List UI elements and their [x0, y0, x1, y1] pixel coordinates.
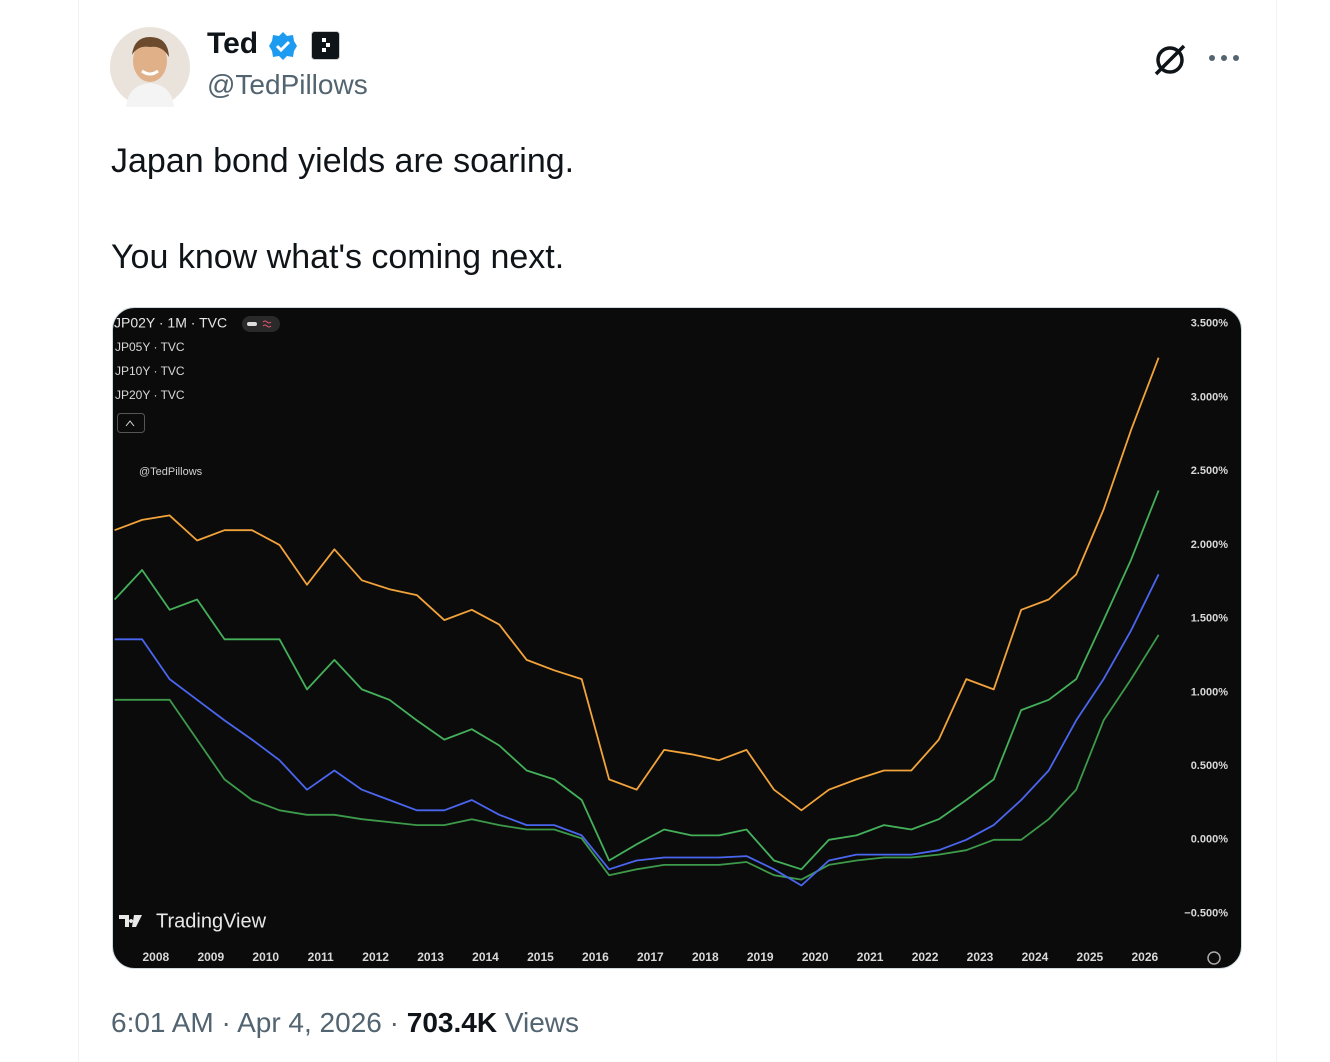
x-tick-label: 2008 — [143, 950, 170, 964]
more-button[interactable] — [1206, 48, 1242, 68]
y-tick-label: 0.500% — [1191, 760, 1229, 772]
views-label: Views — [504, 1007, 580, 1038]
settings-icon[interactable] — [1207, 951, 1221, 965]
x-tick-label: 2025 — [1077, 950, 1104, 964]
series-line — [114, 357, 1160, 812]
views-count: 703.4K — [406, 1007, 498, 1038]
y-tick-label: 2.500% — [1191, 465, 1229, 477]
y-tick-label: 3.500% — [1191, 318, 1229, 330]
y-tick-label: 1.000% — [1191, 686, 1229, 698]
x-tick-label: 2024 — [1022, 950, 1049, 964]
plot-area — [113, 357, 1160, 887]
tradingview-logo — [119, 915, 142, 927]
x-tick-label: 2023 — [967, 950, 994, 964]
legend-entry: JP02Y · 1M · TVC — [114, 315, 227, 331]
x-tick-label: 2018 — [692, 950, 719, 964]
x-tick-label: 2013 — [417, 950, 444, 964]
y-tick-label: 3.000% — [1191, 391, 1229, 403]
source-label: TradingView — [156, 910, 267, 932]
legend-entry: JP05Y · TVC — [115, 340, 185, 354]
card-border — [78, 0, 79, 1062]
tweet-time[interactable]: 6:01 AM — [111, 1007, 214, 1038]
x-tick-label: 2020 — [802, 950, 829, 964]
x-tick-label: 2019 — [747, 950, 774, 964]
grok-button[interactable] — [1150, 40, 1190, 80]
tweet-meta: 6:01 AM · Apr 4, 2026 · 703.4K Views — [111, 1007, 579, 1039]
x-tick-label: 2009 — [197, 950, 224, 964]
y-tick-label: 1.500% — [1191, 613, 1229, 625]
x-tick-label: 2016 — [582, 950, 609, 964]
legend-collapse[interactable] — [117, 413, 145, 433]
x-tick-label: 2026 — [1131, 950, 1158, 964]
x-tick-label: 2010 — [252, 950, 279, 964]
separator: · — [389, 1007, 399, 1038]
x-tick-label: 2015 — [527, 950, 554, 964]
series-line — [113, 490, 1160, 871]
author-handle[interactable]: @TedPillows — [207, 69, 368, 100]
chart-background — [112, 307, 1242, 969]
x-tick-label: 2014 — [472, 950, 499, 964]
x-tick-label: 2022 — [912, 950, 939, 964]
y-tick-label: −0.500% — [1184, 907, 1228, 919]
x-tick-label: 2017 — [637, 950, 664, 964]
legend-collapse-icon — [125, 420, 135, 427]
y-tick-label: 0.000% — [1191, 834, 1229, 846]
affiliate-badge[interactable] — [311, 31, 340, 60]
avatar[interactable] — [110, 27, 190, 107]
legend-entry: JP20Y · TVC — [115, 388, 185, 402]
tweet-date[interactable]: Apr 4, 2026 — [237, 1007, 382, 1038]
series-line — [114, 574, 1160, 887]
chart-image[interactable]: JP02Y · 1M · TVC JP05Y · TVC JP10Y · TVC… — [112, 307, 1242, 969]
x-tick-label: 2011 — [308, 950, 334, 964]
card-border — [1276, 0, 1277, 1062]
legend-entry: JP10Y · TVC — [115, 364, 185, 378]
x-tick-label: 2012 — [362, 950, 389, 964]
y-tick-label: 2.000% — [1191, 539, 1229, 551]
tweet-text: Japan bond yields are soaring. — [111, 142, 575, 180]
legend-toggle-icon — [247, 322, 257, 326]
tweet-text: You know what's coming next. — [111, 238, 565, 276]
watermark: @TedPillows — [139, 466, 203, 478]
x-tick-label: 2021 — [857, 950, 884, 964]
legend-toggle[interactable] — [242, 316, 280, 332]
separator: · — [221, 1007, 231, 1038]
legend-toggle-icon — [262, 320, 272, 328]
series-line — [114, 634, 1160, 881]
verified-badge — [269, 32, 297, 60]
author-name[interactable]: Ted — [207, 27, 259, 60]
